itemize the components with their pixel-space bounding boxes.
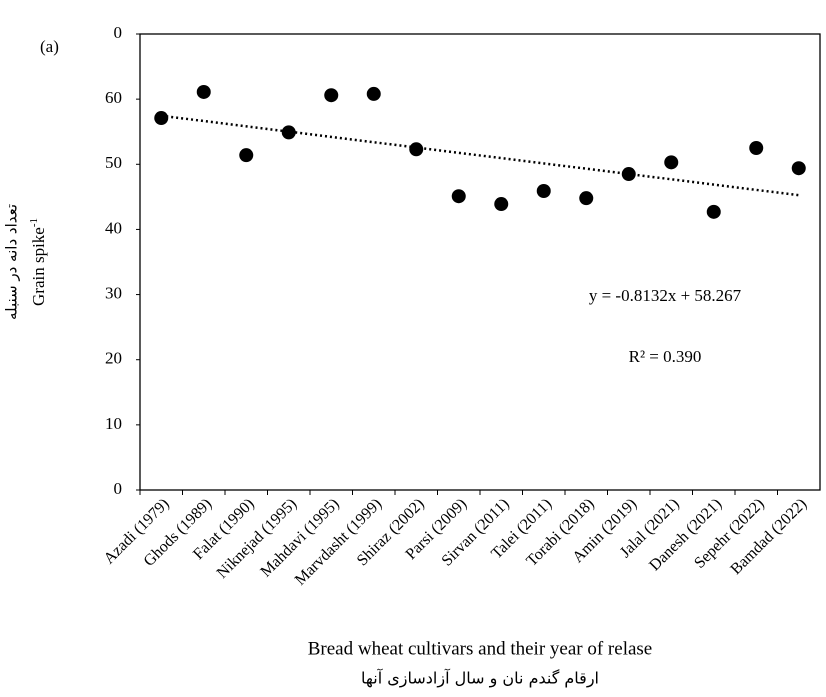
point	[366, 86, 381, 101]
y-tick-label: 50	[105, 153, 122, 172]
y-tick-label: 20	[105, 349, 122, 368]
y-axis-label: Grain spike-1	[28, 218, 48, 306]
point	[621, 167, 636, 182]
y-axis-label-text: Grain spike	[29, 227, 48, 306]
y-axis-label-fa: تعداد دانه در سنبله	[3, 204, 21, 320]
plot-frame	[139, 33, 821, 491]
y-axis-label-sup: -1	[28, 218, 40, 227]
point	[324, 88, 339, 103]
point	[281, 125, 296, 140]
y-tick-label: 60	[105, 88, 122, 107]
y-tick-label: 10	[105, 414, 122, 433]
point	[494, 197, 509, 212]
x-tick-label: Bamdad (2022)	[727, 495, 810, 578]
point	[664, 155, 679, 170]
point	[579, 191, 594, 206]
y-tick-label: 40	[105, 218, 122, 237]
trend-r2: R² = 0.390	[629, 347, 702, 366]
point	[451, 189, 466, 204]
point	[791, 161, 806, 176]
panel-label: (a)	[40, 37, 59, 56]
point	[706, 204, 721, 219]
trendline	[161, 114, 799, 197]
point	[536, 183, 551, 198]
x-axis-label-fa: ارقام گندم نان و سال آزادسازی آنها	[361, 669, 599, 689]
x-axis-label: Bread wheat cultivars and their year of …	[308, 638, 652, 659]
y-tick-label: 0	[114, 23, 123, 42]
point	[154, 111, 169, 126]
trend-equation: y = -0.8132x + 58.267	[589, 286, 742, 305]
point	[409, 142, 424, 157]
y-tick-label: 0	[114, 479, 123, 498]
point	[239, 148, 254, 163]
y-tick-label: 30	[105, 283, 122, 302]
point	[196, 84, 211, 99]
point	[749, 141, 764, 155]
